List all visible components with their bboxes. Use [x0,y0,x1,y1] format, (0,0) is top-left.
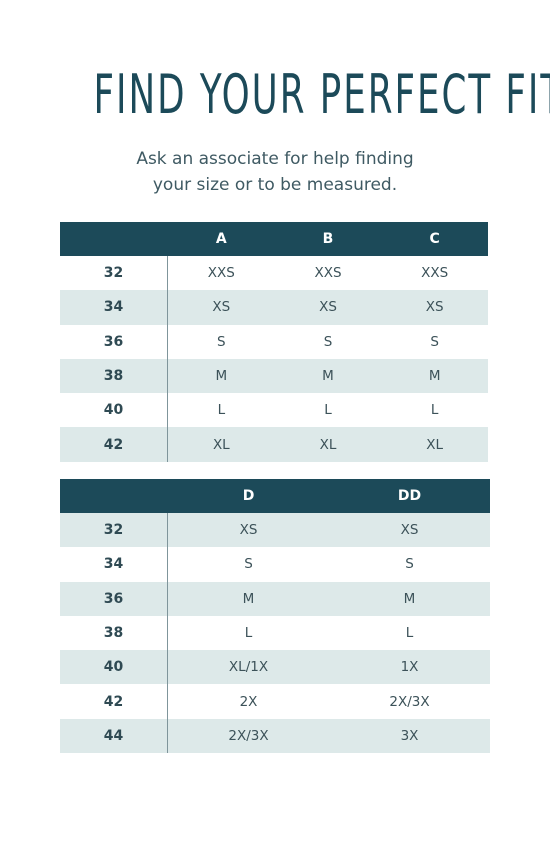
band-size: 40 [60,393,168,428]
size-cell: XS [239,522,258,539]
band-size: 34 [60,290,168,325]
band-size: 32 [60,513,168,548]
table-row: 32 XS XS [60,513,490,548]
size-cell: XL/1X [228,659,269,676]
subtitle-line-2: your size or to be measured. [152,175,398,195]
table-row: 36 S S S [60,324,488,359]
band-size: 34 [60,547,168,582]
size-cell: S [323,333,333,350]
column-header-d: D [242,488,255,504]
size-cell: XS [425,299,444,316]
table-header: A B C [60,222,488,256]
size-cell: L [405,625,414,642]
table-row: 40 L L L [60,393,488,428]
table-row: 40 XL/1X 1X [60,650,490,685]
column-header-c: C [429,231,440,247]
table-row: 34 XS XS XS [60,290,488,325]
size-cell: S [217,333,226,350]
size-cell: M [403,590,416,607]
table-row: 38 L L [60,615,490,651]
size-cell: L [244,625,253,642]
page-title: FIND YOUR PERFECT FIT [93,63,550,126]
size-cell: 1X [400,659,419,676]
size-cell: XS [400,522,419,539]
table-header: D DD [60,479,490,513]
size-cell: 2X [239,693,258,710]
size-cell: S [405,556,414,573]
size-cell: XL [212,436,230,453]
size-cell: XS [319,299,337,316]
table-row: 38 M M M [60,358,488,394]
table-row: 36 M M [60,581,490,616]
band-size: 32 [60,256,168,291]
size-table-abc: A B C 32 XXS XXS XXS 34 XS XS XS 36 S S … [60,222,488,462]
size-cell: L [324,402,332,419]
size-cell: S [430,333,439,350]
size-cell: XL [426,436,444,453]
column-header-a: A [215,231,227,247]
size-cell: L [217,402,226,419]
subtitle-line-1: Ask an associate for help finding [136,149,414,169]
table-row: 34 S S [60,547,490,582]
size-cell: XXS [421,265,449,282]
size-cell: 2X/3X [389,693,430,710]
column-header-b: B [322,231,334,247]
subtitle: Ask an associate for help finding your s… [0,146,550,198]
size-cell: XXS [207,265,235,282]
size-cell: M [215,368,228,385]
size-cell: L [430,402,439,419]
size-cell: M [428,368,441,385]
table-row: 42 XL XL XL [60,427,488,462]
band-size: 38 [60,615,168,651]
band-size: 36 [60,581,168,616]
size-cell: XS [212,299,231,316]
size-cell: XXS [314,265,342,282]
size-cell: M [322,368,334,385]
band-size: 36 [60,324,168,359]
size-cell: XL [319,436,337,453]
band-size: 40 [60,650,168,685]
table-row: 32 XXS XXS XXS [60,256,488,291]
table-row: 42 2X 2X/3X [60,684,490,719]
band-size: 42 [60,427,168,462]
column-header-dd: DD [397,488,422,504]
band-size: 38 [60,358,168,394]
band-size: 42 [60,684,168,719]
band-size: 44 [60,718,168,754]
size-cell: M [242,590,255,607]
table-row: 44 2X/3X 3X [60,718,490,754]
size-cell: S [244,556,253,573]
size-table-d-dd: D DD 32 XS XS 34 S S 36 M M 38 L L 40 XL… [60,479,490,754]
size-cell: 2X/3X [228,727,269,744]
size-cell: 3X [400,727,419,744]
